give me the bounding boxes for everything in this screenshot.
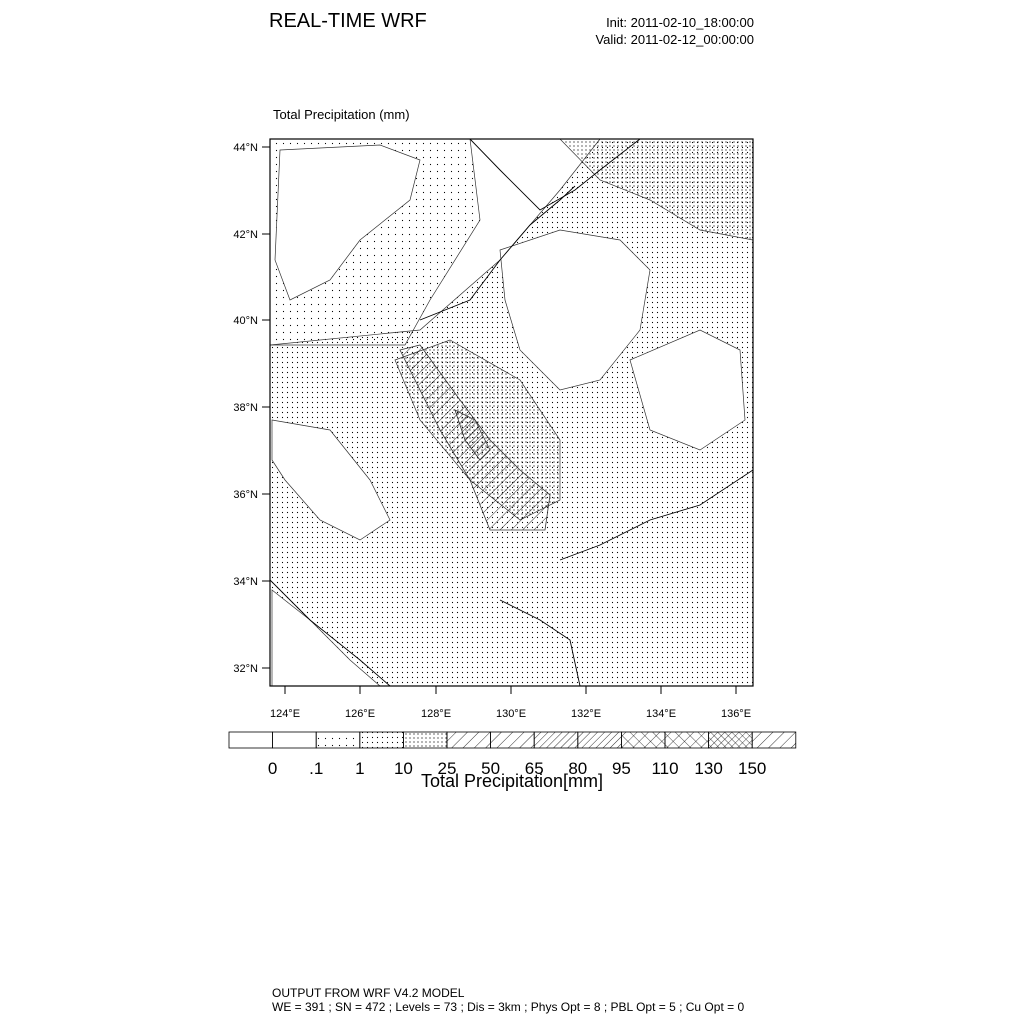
colorbar-box bbox=[751, 731, 797, 749]
colorbar-level-label: 110 bbox=[651, 759, 678, 778]
lon-label: 126°E bbox=[345, 708, 375, 720]
colorbar-box bbox=[446, 731, 491, 749]
colorbar-box bbox=[621, 731, 666, 749]
lat-label: 44°N bbox=[233, 142, 258, 154]
lon-label: 130°E bbox=[496, 708, 526, 720]
lat-label: 34°N bbox=[233, 576, 258, 588]
colorbar bbox=[228, 731, 797, 749]
lon-label: 132°E bbox=[571, 708, 601, 720]
init-time: Init: 2011-02-10_18:00:00 bbox=[606, 15, 754, 30]
colorbar-level-label: 130 bbox=[694, 759, 722, 778]
lat-label: 42°N bbox=[233, 229, 258, 241]
colorbar-level-label: 50 bbox=[481, 759, 500, 778]
field-title: Total Precipitation (mm) bbox=[273, 107, 410, 122]
colorbar-labels: 0.1 1 10 25 50 65 80 95 110 130 150 bbox=[268, 759, 767, 778]
lon-label: 134°E bbox=[646, 708, 676, 720]
lat-label: 40°N bbox=[233, 315, 258, 327]
colorbar-level-label: 0 bbox=[268, 759, 277, 778]
colorbar-box bbox=[577, 731, 622, 749]
colorbar-level-label: 65 bbox=[525, 759, 544, 778]
latitude-axis: 44°N 42°N 40°N 38°N 36°N 34°N 32°N bbox=[233, 142, 270, 675]
colorbar-box bbox=[359, 731, 404, 749]
colorbar-title: Total Precipitation[mm] bbox=[420, 771, 604, 791]
lat-label: 32°N bbox=[233, 663, 258, 675]
colorbar-box bbox=[490, 731, 535, 749]
lat-label: 38°N bbox=[233, 402, 258, 414]
model-config: WE = 391 ; SN = 472 ; Levels = 73 ; Dis … bbox=[272, 1000, 745, 1014]
colorbar-box bbox=[228, 731, 273, 749]
colorbar-box bbox=[708, 731, 753, 749]
longitude-axis: 124°E 126°E 128°E 130°E 132°E 134°E 136°… bbox=[270, 686, 751, 720]
colorbar-level-label: 80 bbox=[568, 759, 587, 778]
lon-label: 128°E bbox=[421, 708, 451, 720]
colorbar-level-label: 25 bbox=[438, 759, 457, 778]
colorbar-box bbox=[402, 731, 448, 749]
colorbar-box bbox=[272, 731, 317, 749]
colorbar-level-label: 95 bbox=[612, 759, 631, 778]
plot-title: REAL-TIME WRF bbox=[269, 10, 427, 32]
precipitation-field bbox=[270, 139, 753, 686]
colorbar-box bbox=[664, 731, 709, 749]
lon-label: 136°E bbox=[721, 708, 751, 720]
colorbar-box bbox=[315, 731, 361, 749]
colorbar-level-label: 150 bbox=[738, 759, 766, 778]
lat-label: 36°N bbox=[233, 489, 258, 501]
valid-time: Valid: 2011-02-12_00:00:00 bbox=[595, 32, 754, 47]
colorbar-level-label: .1 bbox=[309, 759, 323, 778]
colorbar-level-label: 1 bbox=[355, 759, 364, 778]
model-info: OUTPUT FROM WRF V4.2 MODEL bbox=[272, 986, 465, 1000]
lon-label: 124°E bbox=[270, 708, 300, 720]
colorbar-box bbox=[533, 731, 579, 749]
colorbar-level-label: 10 bbox=[394, 759, 413, 778]
